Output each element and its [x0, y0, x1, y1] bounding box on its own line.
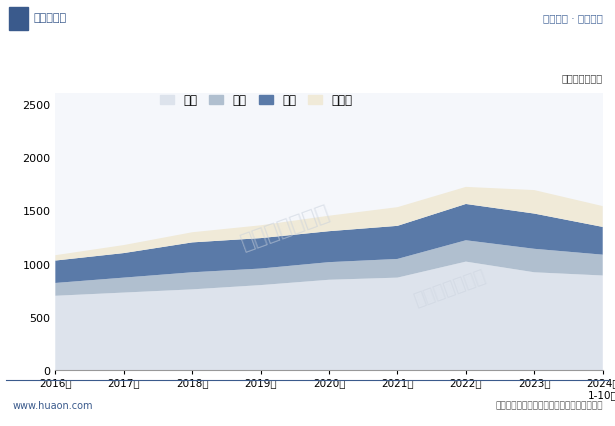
Text: www.huaon.com: www.huaon.com [12, 400, 93, 410]
Text: 数据来源：国家统计局，华经产业研究院整理: 数据来源：国家统计局，华经产业研究院整理 [495, 400, 603, 409]
Text: 华经产业研究院: 华经产业研究院 [411, 266, 488, 309]
Text: 专业严谨 · 客观科学: 专业严谨 · 客观科学 [543, 13, 603, 23]
Text: 华经情报网: 华经情报网 [34, 13, 67, 23]
Bar [9, 8, 28, 31]
Text: 华经产业研究院: 华经产业研究院 [238, 201, 333, 252]
Text: 2016-2024年1-10月甘肃省各发电类型发电量: 2016-2024年1-10月甘肃省各发电类型发电量 [161, 53, 454, 71]
Legend: 火力, 风力, 水力, 太阳能: 火力, 风力, 水力, 太阳能 [160, 94, 352, 107]
Text: 单位：亿千瓦时: 单位：亿千瓦时 [561, 73, 603, 83]
